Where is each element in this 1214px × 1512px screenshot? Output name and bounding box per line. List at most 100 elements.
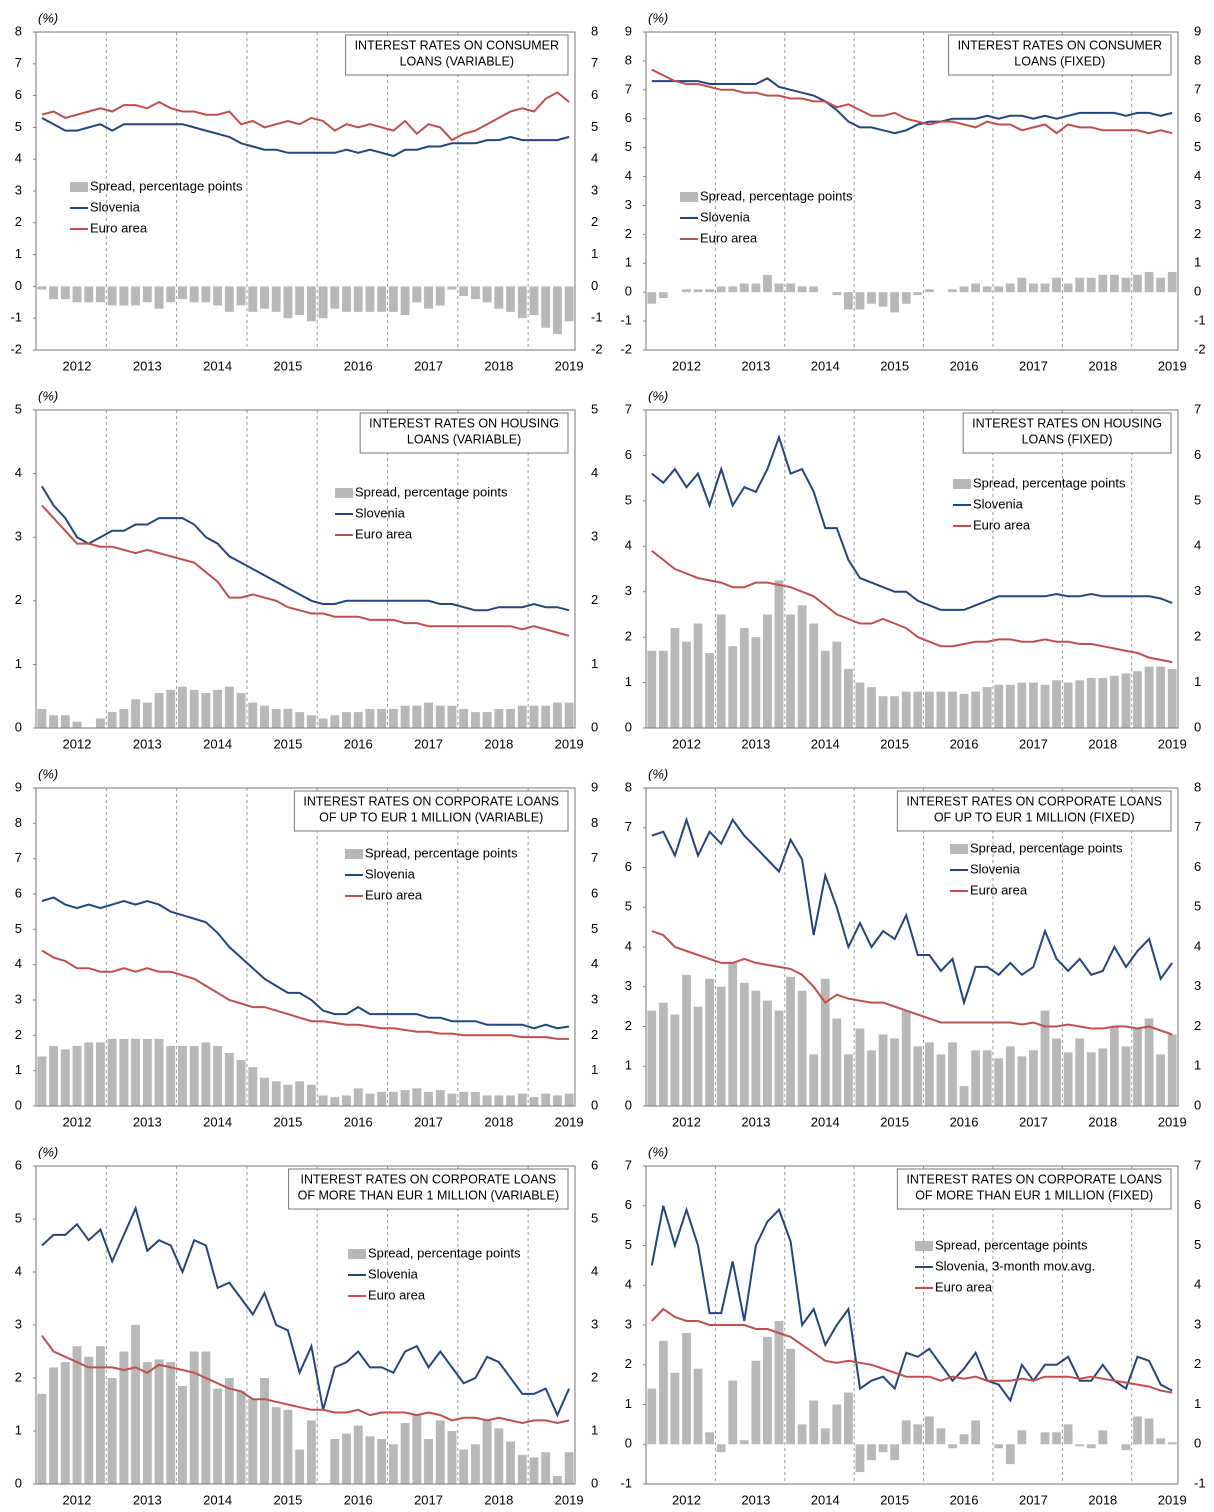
x-tick-label: 2018: [484, 736, 513, 751]
spread-bar: [705, 653, 715, 728]
spread-bar: [119, 708, 129, 728]
chart-title: INTEREST RATES ON CORPORATE LOANS: [303, 794, 559, 808]
spread-bar: [295, 1449, 305, 1484]
spread-bar: [213, 286, 223, 306]
spread-bar: [189, 286, 199, 303]
spread-bar: [564, 1093, 574, 1106]
spread-bar: [890, 292, 900, 313]
y-tick-label: -2: [620, 341, 632, 356]
spread-bar: [1029, 682, 1038, 728]
x-tick-label: 2018: [1088, 1492, 1117, 1507]
spread-bar: [1133, 274, 1142, 293]
x-tick-label: 2012: [63, 1114, 92, 1129]
chart-panel: (%) 0 1 2 3 4 5 0 1 2 3 4 5 2012 2013 2014 2015 2016 2017 2…: [15, 388, 598, 751]
rate-line: [651, 434, 1173, 611]
y-tick-label: 5: [15, 119, 22, 134]
y2-tick-label: 0: [591, 1475, 598, 1490]
spread-bar: [890, 1038, 900, 1106]
spread-bar: [855, 1444, 865, 1473]
rate-line: [41, 949, 570, 1040]
y2-tick-label: 6: [1194, 1197, 1201, 1212]
y-tick-label: 3: [15, 182, 22, 197]
plot-frame: [645, 31, 1179, 351]
spread-bar: [809, 1400, 819, 1445]
y2-tick-label: 8: [1194, 52, 1201, 67]
spread-bar: [49, 1045, 59, 1106]
y-tick-label: 4: [15, 151, 22, 166]
y2-tick-label: 1: [591, 1422, 598, 1437]
x-tick-label: 2012: [672, 358, 701, 373]
y2-tick-label: 1: [1194, 1058, 1201, 1073]
x-tick-label: 2017: [414, 736, 443, 751]
plot-frame: [35, 787, 576, 1107]
y2-tick-label: 8: [591, 815, 598, 830]
spread-bar: [459, 1449, 469, 1484]
spread-bar: [878, 1444, 888, 1453]
spread-bar: [647, 1388, 657, 1445]
legend-label: Spread, percentage points: [90, 178, 243, 193]
spread-bar: [37, 1056, 47, 1106]
spread-bar: [400, 1090, 410, 1106]
legend-label: Slovenia: [355, 505, 406, 520]
spread-bar: [119, 1038, 129, 1106]
x-tick-label: 2017: [414, 358, 443, 373]
spread-bar: [1040, 283, 1050, 293]
spread-bar: [971, 1420, 981, 1445]
spread-bar: [529, 705, 539, 728]
spread-bar: [236, 1391, 246, 1484]
spread-bar: [119, 286, 129, 306]
spread-bar: [154, 693, 164, 728]
y2-tick-label: 5: [591, 119, 598, 134]
spread-bar: [1052, 1432, 1061, 1445]
spread-bar: [1075, 680, 1085, 728]
spread-bar: [1098, 274, 1108, 293]
y-tick-label: 4: [15, 956, 22, 971]
spread-bar: [1098, 678, 1108, 728]
spread-bar: [751, 637, 761, 728]
spread-bar: [1121, 277, 1131, 293]
spread-bar: [353, 286, 363, 312]
spread-bar: [809, 1054, 819, 1106]
title-frame: [359, 412, 569, 454]
spread-bar: [201, 1042, 211, 1106]
y2-tick-label: 1: [1194, 674, 1201, 689]
spread-bar: [1005, 283, 1015, 293]
spread-bar: [867, 292, 876, 304]
y-axis-unit: (%): [38, 388, 58, 403]
x-tick-label: 2013: [133, 1492, 162, 1507]
spread-bar: [774, 1321, 784, 1445]
x-tick-label: 2018: [484, 1114, 513, 1129]
rate-line: [41, 1335, 570, 1425]
spread-bar: [60, 1362, 70, 1484]
spread-bar: [1156, 1054, 1166, 1106]
y-axis-unit: (%): [38, 766, 58, 781]
spread-bar: [774, 283, 784, 293]
legend-label: Euro area: [368, 1287, 426, 1302]
spread-bar: [948, 1042, 957, 1106]
spread-bar: [786, 976, 795, 1106]
y2-tick-label: 6: [591, 87, 598, 102]
spread-bar: [658, 650, 668, 728]
spread-bar: [342, 712, 351, 728]
spread-bar: [693, 1006, 703, 1106]
spread-bar: [154, 1038, 164, 1106]
plot-frame: [645, 787, 1179, 1107]
legend-label: Slovenia: [700, 209, 751, 224]
spread-bar: [901, 292, 911, 304]
chart-title: OF MORE THAN EUR 1 MILLION (VARIABLE): [298, 1188, 559, 1202]
x-tick-label: 2019: [555, 1492, 584, 1507]
spread-bar: [435, 1420, 445, 1484]
x-tick-label: 2016: [344, 736, 373, 751]
y-tick-label: 6: [15, 1157, 22, 1172]
rate-line: [41, 117, 570, 158]
y-tick-label: 3: [625, 1316, 632, 1331]
spread-bar: [84, 286, 94, 303]
y-tick-label: 1: [15, 1422, 22, 1437]
spread-bar: [959, 693, 969, 728]
y-tick-label: 0: [15, 278, 22, 293]
spread-bar: [1052, 277, 1061, 293]
y-tick-label: 4: [15, 465, 22, 480]
x-tick-label: 2015: [273, 358, 302, 373]
spread-bar: [716, 1444, 726, 1453]
y-tick-label: 8: [15, 815, 22, 830]
